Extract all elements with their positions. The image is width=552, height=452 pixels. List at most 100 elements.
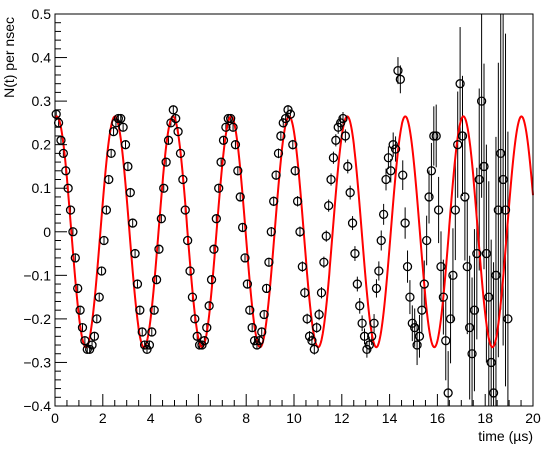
data-point xyxy=(70,253,80,263)
data-point xyxy=(426,166,437,176)
data-point xyxy=(429,131,439,141)
data-point xyxy=(316,288,327,298)
data-point xyxy=(228,122,238,132)
data-point xyxy=(269,196,279,206)
data-point xyxy=(307,336,317,346)
data-point xyxy=(182,235,193,246)
data-point xyxy=(462,261,472,272)
data-point xyxy=(319,257,329,267)
data-point xyxy=(371,283,382,294)
data-point xyxy=(116,113,126,124)
data-point xyxy=(106,148,116,159)
data-point xyxy=(441,336,451,346)
data-point xyxy=(123,161,133,172)
data-point xyxy=(218,135,229,145)
data-point xyxy=(65,205,76,215)
data-point xyxy=(245,305,255,315)
data-point xyxy=(438,292,449,302)
data-point xyxy=(503,314,513,324)
data-point xyxy=(288,140,298,150)
data-point xyxy=(455,79,465,89)
data-point xyxy=(302,314,312,324)
x-tick-label: 10 xyxy=(286,410,302,426)
data-point xyxy=(359,331,370,341)
data-point xyxy=(149,305,159,315)
x-tick-label: 16 xyxy=(430,410,446,426)
data-point xyxy=(209,244,219,254)
data-point xyxy=(345,187,355,198)
data-point xyxy=(99,235,109,246)
data-point xyxy=(242,279,253,289)
data-point xyxy=(465,322,475,333)
data-point xyxy=(386,166,396,176)
data-point xyxy=(450,205,460,215)
data-point xyxy=(235,192,245,202)
x-tick-label: 8 xyxy=(242,410,250,426)
data-point xyxy=(151,275,162,285)
data-point xyxy=(433,205,444,215)
y-tick-label: 0.2 xyxy=(32,137,52,153)
data-point xyxy=(276,131,286,141)
data-point xyxy=(421,235,432,246)
data-point xyxy=(237,222,248,233)
data-point xyxy=(206,275,217,285)
data-point xyxy=(190,314,200,324)
data-point xyxy=(383,153,394,163)
data-point xyxy=(92,314,102,324)
data-point xyxy=(414,331,425,341)
data-point xyxy=(378,209,389,220)
data-point xyxy=(259,309,269,320)
data-point xyxy=(328,153,339,163)
data-point xyxy=(94,292,104,302)
data-point xyxy=(154,244,164,254)
data-point xyxy=(180,205,190,215)
data-point xyxy=(479,161,489,172)
data-point xyxy=(340,131,351,141)
data-point xyxy=(417,305,427,315)
data-point xyxy=(264,257,274,267)
data-point xyxy=(271,170,281,180)
data-point xyxy=(300,288,310,298)
data-point xyxy=(472,248,482,259)
data-point xyxy=(367,331,377,341)
data-point xyxy=(73,283,83,294)
data-point xyxy=(266,227,276,237)
x-tick-label: 0 xyxy=(51,410,59,426)
data-point xyxy=(221,122,231,132)
data-point xyxy=(321,231,331,241)
data-point xyxy=(376,235,386,246)
x-axis-label: time (µs) xyxy=(478,428,533,444)
data-point xyxy=(343,161,353,172)
data-point xyxy=(398,170,408,180)
data-point xyxy=(352,279,362,289)
data-point xyxy=(173,126,183,137)
y-tick-label: −0.1 xyxy=(23,267,51,283)
data-point xyxy=(393,65,403,76)
data-point xyxy=(156,214,167,224)
data-point xyxy=(364,340,374,350)
data-point xyxy=(132,279,143,289)
data-point xyxy=(488,388,499,398)
data-point xyxy=(113,113,123,124)
data-point xyxy=(118,122,128,132)
data-point xyxy=(216,157,226,167)
data-point xyxy=(324,200,334,211)
data-point xyxy=(395,74,406,84)
data-point xyxy=(410,322,420,333)
data-point xyxy=(240,253,250,263)
x-tick-label: 20 xyxy=(525,410,541,426)
x-tick-label: 2 xyxy=(99,410,107,426)
data-point xyxy=(247,322,257,333)
data-point xyxy=(135,305,145,315)
y-tick-label: 0.4 xyxy=(32,50,52,66)
data-point xyxy=(290,166,300,176)
data-point xyxy=(125,187,135,198)
data-point xyxy=(230,140,241,150)
data-point xyxy=(77,322,88,333)
data-point xyxy=(469,305,480,315)
data-point xyxy=(80,336,90,346)
data-point xyxy=(261,283,272,294)
data-point xyxy=(436,261,446,272)
data-point xyxy=(161,157,171,167)
data-point xyxy=(374,266,384,276)
